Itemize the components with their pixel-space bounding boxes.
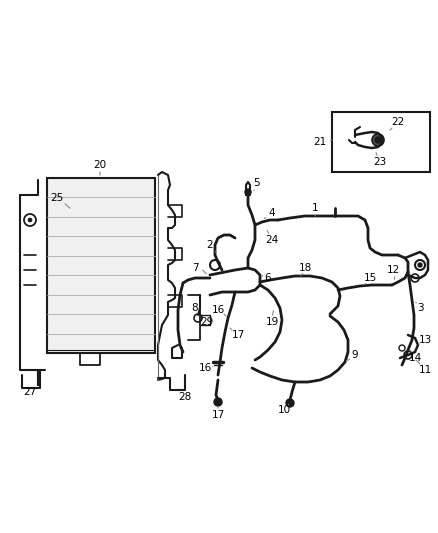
Text: 9: 9 — [352, 350, 358, 360]
Text: 18: 18 — [298, 263, 311, 273]
Text: 7: 7 — [192, 263, 198, 273]
Text: 11: 11 — [418, 365, 431, 375]
Text: 1: 1 — [312, 203, 318, 213]
Text: 10: 10 — [277, 405, 290, 415]
Text: 17: 17 — [231, 330, 245, 340]
Text: 4: 4 — [268, 208, 276, 218]
Text: 5: 5 — [253, 178, 259, 188]
Bar — [332, 112, 430, 172]
Text: 2: 2 — [207, 240, 213, 250]
Text: 28: 28 — [178, 392, 192, 402]
Text: 16: 16 — [198, 363, 212, 373]
Text: 19: 19 — [265, 317, 279, 327]
Text: 14: 14 — [408, 353, 422, 363]
Text: 8: 8 — [192, 303, 198, 313]
Text: 3: 3 — [417, 303, 423, 313]
Text: 22: 22 — [392, 117, 405, 127]
Text: 27: 27 — [23, 387, 37, 397]
Text: 23: 23 — [373, 157, 387, 167]
Circle shape — [28, 218, 32, 222]
Text: 25: 25 — [50, 193, 64, 203]
Circle shape — [372, 134, 384, 146]
Text: 16: 16 — [212, 305, 225, 315]
Bar — [47, 178, 155, 353]
Text: 15: 15 — [364, 273, 377, 283]
Circle shape — [245, 189, 251, 195]
Text: 17: 17 — [212, 410, 225, 420]
Text: 12: 12 — [386, 265, 399, 275]
Text: 21: 21 — [313, 137, 327, 147]
Text: 13: 13 — [418, 335, 431, 345]
Text: 24: 24 — [265, 235, 279, 245]
Text: 29: 29 — [200, 317, 214, 327]
Circle shape — [375, 137, 381, 143]
Text: 6: 6 — [265, 273, 271, 283]
Circle shape — [418, 263, 422, 267]
Text: 20: 20 — [93, 160, 106, 170]
Circle shape — [214, 398, 222, 406]
Circle shape — [286, 399, 294, 407]
